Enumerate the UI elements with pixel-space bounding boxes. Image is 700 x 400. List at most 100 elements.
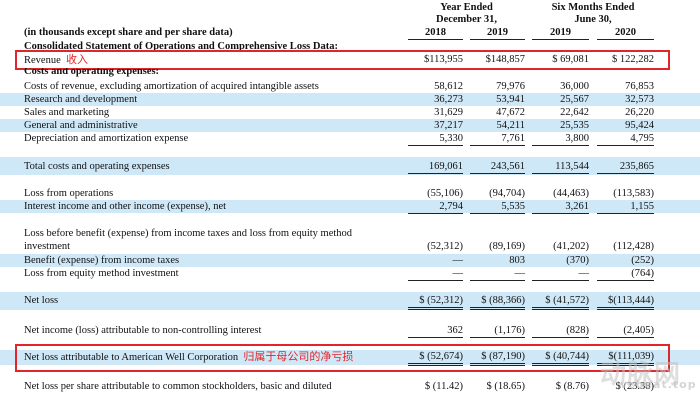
year-2018-header: 2018 bbox=[408, 27, 463, 40]
interest-2018: 2,794 bbox=[408, 200, 463, 214]
net-loss-awc-highlight-box bbox=[15, 344, 670, 372]
year-ended-line1: Year Ended bbox=[440, 2, 493, 13]
equity-loss-2018: — bbox=[408, 267, 463, 281]
rnd-2019: 53,941 bbox=[496, 94, 525, 105]
loss-before-2018: (52,312) bbox=[427, 241, 463, 252]
rnd-2018: 36,273 bbox=[434, 94, 463, 105]
revenue-annotation: 收入 bbox=[66, 53, 88, 66]
interest-label: Interest income and other income (expens… bbox=[24, 201, 227, 212]
net-loss-awc-2019: $ (87,190) bbox=[470, 350, 525, 366]
equity-loss-row: Loss from equity method investment — — —… bbox=[0, 267, 700, 281]
depreciation-label: Depreciation and amortization expense bbox=[24, 133, 189, 144]
gna-h1-2019: 25,535 bbox=[560, 120, 589, 131]
six-month-2020-header: 2020 bbox=[597, 27, 654, 40]
interest-row: Interest income and other income (expens… bbox=[0, 200, 700, 214]
total-costs-2018: 169,061 bbox=[408, 160, 463, 174]
six-months-header: Six Months Ended June 30, bbox=[532, 2, 654, 26]
rnd-row: Research and development 36,273 53,941 2… bbox=[0, 93, 700, 106]
eps-h1-2020: $ (23.38) bbox=[615, 381, 655, 392]
cost-of-revenue-label: Costs of revenue, excluding amortization… bbox=[24, 81, 319, 92]
depreciation-row: Depreciation and amortization expense 5,… bbox=[0, 132, 700, 146]
year-ended-header: Year Ended December 31, bbox=[408, 2, 525, 26]
gna-2018: 37,217 bbox=[434, 120, 463, 131]
six-months-line2: June 30, bbox=[574, 14, 612, 25]
equity-loss-h1-2020: (764) bbox=[597, 267, 654, 281]
gna-2019: 54,211 bbox=[496, 120, 526, 131]
eps-2018: $ (11.42) bbox=[424, 381, 463, 392]
depreciation-h1-2020: 4,795 bbox=[597, 132, 654, 146]
cost-of-revenue-2019: 79,976 bbox=[496, 81, 525, 92]
nci-label: Net income (loss) attributable to non-co… bbox=[24, 325, 262, 336]
loss-before-label: Loss before benefit (expense) from incom… bbox=[24, 228, 353, 252]
eps-row: Net loss per share attributable to commo… bbox=[0, 380, 700, 393]
sales-2018: 31,629 bbox=[434, 107, 463, 118]
cost-of-revenue-h1-2020: 76,853 bbox=[625, 81, 654, 92]
six-months-line1: Six Months Ended bbox=[551, 2, 635, 13]
eps-h1-2019: $ (8.76) bbox=[555, 381, 589, 392]
loss-before-row: Loss before benefit (expense) from incom… bbox=[0, 227, 700, 253]
year-ended-line2: December 31, bbox=[435, 14, 498, 25]
benefit-h1-2019: (370) bbox=[566, 255, 589, 266]
cost-of-revenue-h1-2019: 36,000 bbox=[560, 81, 589, 92]
rnd-label: Research and development bbox=[24, 94, 138, 105]
revenue-row: Revenue 收入 $113,955 $148,857 $ 69,081 $ … bbox=[0, 53, 700, 66]
net-loss-label: Net loss bbox=[24, 295, 59, 306]
net-loss-awc-2018: $ (52,674) bbox=[408, 350, 463, 366]
watermark-url: vcbeat.top bbox=[620, 378, 697, 391]
gna-h1-2020: 95,424 bbox=[625, 120, 654, 131]
loss-ops-h1-2020: (113,583) bbox=[613, 188, 654, 199]
net-loss-awc-h1-2020: $(111,039) bbox=[597, 350, 654, 366]
depreciation-h1-2019: 3,800 bbox=[532, 132, 589, 146]
interest-2019: 5,535 bbox=[470, 200, 525, 214]
net-loss-h1-2020: $(113,444) bbox=[597, 294, 654, 310]
total-costs-label: Total costs and operating expenses bbox=[24, 161, 170, 172]
rnd-h1-2019: 25,567 bbox=[560, 94, 589, 105]
net-loss-2019: $ (88,366) bbox=[470, 294, 525, 310]
benefit-row: Benefit (expense) from income taxes — 80… bbox=[0, 254, 700, 267]
cost-of-revenue-row: Costs of revenue, excluding amortization… bbox=[0, 80, 700, 93]
net-loss-awc-h1-2019: $ (40,744) bbox=[532, 350, 589, 366]
eps-2019: $ (18.65) bbox=[486, 381, 526, 392]
nci-2018: 362 bbox=[408, 324, 463, 338]
benefit-h1-2020: (252) bbox=[631, 255, 654, 266]
year-2019-header: 2019 bbox=[470, 27, 525, 40]
net-loss-awc-row: Net loss attributable to American Well C… bbox=[0, 350, 700, 366]
units-note: (in thousands except share and per share… bbox=[24, 27, 233, 38]
benefit-2019: 803 bbox=[509, 255, 525, 266]
loss-ops-row: Loss from operations (55,106) (94,704) (… bbox=[0, 187, 700, 200]
depreciation-2019: 7,761 bbox=[470, 132, 525, 146]
equity-loss-label: Loss from equity method investment bbox=[24, 268, 179, 279]
nci-row: Net income (loss) attributable to non-co… bbox=[0, 324, 700, 338]
sales-label: Sales and marketing bbox=[24, 107, 110, 118]
sales-h1-2019: 22,642 bbox=[560, 107, 589, 118]
watermark-logo: 动脉网 bbox=[600, 360, 682, 390]
loss-before-h1-2019: (41,202) bbox=[553, 241, 589, 252]
depreciation-2018: 5,330 bbox=[408, 132, 463, 146]
section-title-row: Consolidated Statement of Operations and… bbox=[0, 40, 700, 51]
loss-before-h1-2020: (112,428) bbox=[613, 241, 654, 252]
interest-h1-2020: 1,155 bbox=[597, 200, 654, 214]
equity-loss-h1-2019: — bbox=[532, 267, 589, 281]
interest-h1-2019: 3,261 bbox=[532, 200, 589, 214]
net-loss-row: Net loss $ (52,312) $ (88,366) $ (41,572… bbox=[0, 292, 700, 310]
gna-row: General and administrative 37,217 54,211… bbox=[0, 119, 700, 132]
net-loss-2018: $ (52,312) bbox=[408, 294, 463, 310]
benefit-label: Benefit (expense) from income taxes bbox=[24, 255, 180, 266]
total-costs-2019: 243,561 bbox=[470, 160, 525, 174]
loss-ops-label: Loss from operations bbox=[24, 188, 114, 199]
costs-title-row: Costs and operating expenses: bbox=[0, 68, 700, 78]
total-costs-row: Total costs and operating expenses 169,0… bbox=[0, 157, 700, 175]
benefit-2018: — bbox=[452, 255, 464, 266]
nci-h1-2020: (2,405) bbox=[597, 324, 654, 338]
total-costs-h1-2019: 113,544 bbox=[532, 160, 589, 174]
six-month-2019-header: 2019 bbox=[532, 27, 589, 40]
nci-h1-2019: (828) bbox=[532, 324, 589, 338]
loss-ops-2018: (55,106) bbox=[427, 188, 463, 199]
revenue-label: Revenue 收入 bbox=[24, 53, 88, 66]
cost-of-revenue-2018: 58,612 bbox=[434, 81, 463, 92]
sales-row: Sales and marketing 31,629 47,672 22,642… bbox=[0, 106, 700, 119]
revenue-h1-2019: $ 69,081 bbox=[552, 54, 589, 65]
eps-label: Net loss per share attributable to commo… bbox=[24, 381, 332, 392]
nci-2019: (1,176) bbox=[470, 324, 525, 338]
